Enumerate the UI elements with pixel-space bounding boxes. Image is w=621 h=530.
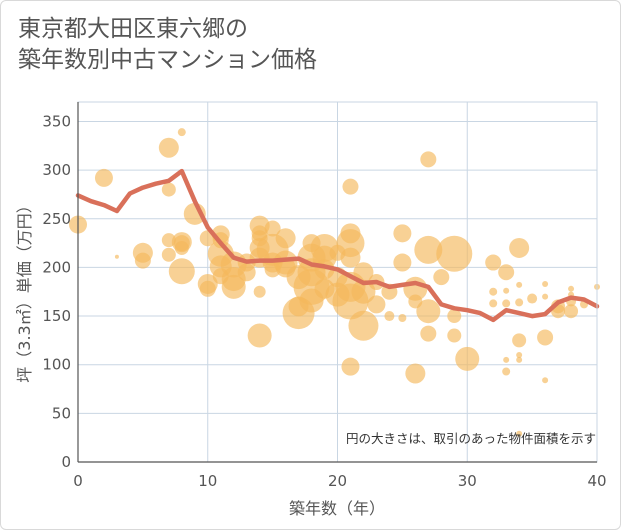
data-bubble: [498, 264, 515, 281]
data-bubble: [114, 254, 119, 259]
data-bubble: [168, 258, 195, 285]
data-bubble: [367, 295, 386, 314]
average-line-series: [75, 168, 600, 323]
data-bubble: [384, 311, 395, 322]
data-bubble: [264, 220, 281, 237]
data-bubble: [502, 367, 511, 376]
data-bubble: [503, 287, 510, 294]
data-bubble: [414, 235, 443, 264]
data-bubble: [405, 363, 426, 384]
data-bubble: [455, 346, 480, 371]
chart-title-line-1: 東京都大田区東六郷の: [18, 16, 248, 42]
data-bubble: [436, 235, 473, 272]
data-bubble: [341, 357, 360, 376]
data-bubble: [275, 228, 296, 249]
data-bubble: [161, 247, 176, 262]
x-tick-label: 30: [458, 472, 477, 490]
y-tick-label: 300: [42, 161, 71, 179]
data-bubble: [503, 356, 510, 363]
data-bubble: [568, 285, 575, 292]
data-bubble: [489, 287, 498, 296]
data-bubble: [348, 310, 379, 341]
data-bubble: [336, 229, 365, 258]
data-bubble: [393, 224, 412, 243]
data-bubble: [433, 269, 450, 286]
data-bubble: [158, 137, 179, 158]
y-tick-label: 200: [42, 258, 71, 276]
average-price-line: [75, 168, 600, 323]
y-tick-label: 350: [42, 112, 71, 130]
data-bubble: [502, 299, 511, 308]
data-bubble: [340, 247, 361, 268]
x-tick-label: 0: [73, 472, 83, 490]
data-bubble: [542, 280, 549, 287]
data-bubble: [542, 377, 549, 384]
data-bubble: [420, 325, 437, 342]
y-tick-label: 250: [42, 210, 71, 228]
data-bubble: [516, 351, 523, 358]
y-tick-label: 100: [42, 356, 71, 374]
x-tick-label: 10: [198, 472, 217, 490]
data-bubble: [485, 254, 502, 271]
x-axis-label: 築年数（年）: [289, 499, 385, 518]
data-bubble: [515, 298, 524, 307]
data-bubble: [416, 299, 441, 324]
data-bubble: [174, 240, 189, 255]
data-bubble: [221, 274, 246, 299]
tick-labels: 0 50 100 150 200 250 300 350 0 10 20 30 40: [42, 112, 606, 490]
data-bubble: [353, 262, 374, 283]
data-bubble: [447, 309, 462, 324]
data-bubble: [542, 293, 549, 300]
y-tick-label: 150: [42, 307, 71, 325]
data-bubble: [420, 151, 437, 168]
data-bubble: [447, 328, 462, 343]
data-bubble: [516, 356, 523, 363]
bubble-size-note: 円の大きさは、取引のあった物件面積を示す: [346, 431, 596, 446]
y-axis-label: 坪（3.3㎡）単価（万円）: [15, 197, 34, 382]
data-bubble: [516, 281, 523, 288]
data-bubble: [134, 252, 151, 269]
data-bubble: [564, 304, 579, 319]
data-bubble: [199, 280, 216, 297]
data-bubble: [247, 323, 272, 348]
data-bubble: [509, 237, 530, 258]
x-tick-label: 40: [587, 472, 606, 490]
data-bubble: [94, 168, 113, 187]
data-bubble: [516, 430, 523, 437]
x-tick-label: 20: [328, 472, 347, 490]
data-bubble: [489, 299, 498, 308]
chart-title: 東京都大田区東六郷の 築年数別中古マンション価格: [18, 14, 317, 77]
data-bubble: [237, 263, 256, 282]
data-bubble: [177, 128, 186, 137]
data-bubble: [527, 293, 538, 304]
data-bubble: [537, 329, 554, 346]
y-tick-label: 0: [61, 453, 71, 471]
data-bubble: [512, 333, 527, 348]
data-bubble: [393, 253, 412, 272]
data-bubble: [161, 182, 176, 197]
axes: [77, 101, 598, 463]
chart-title-line-2: 築年数別中古マンション価格: [18, 47, 317, 74]
data-bubble: [342, 178, 359, 195]
data-bubble: [253, 285, 266, 298]
data-bubble: [398, 314, 407, 322]
y-tick-label: 50: [52, 404, 71, 422]
